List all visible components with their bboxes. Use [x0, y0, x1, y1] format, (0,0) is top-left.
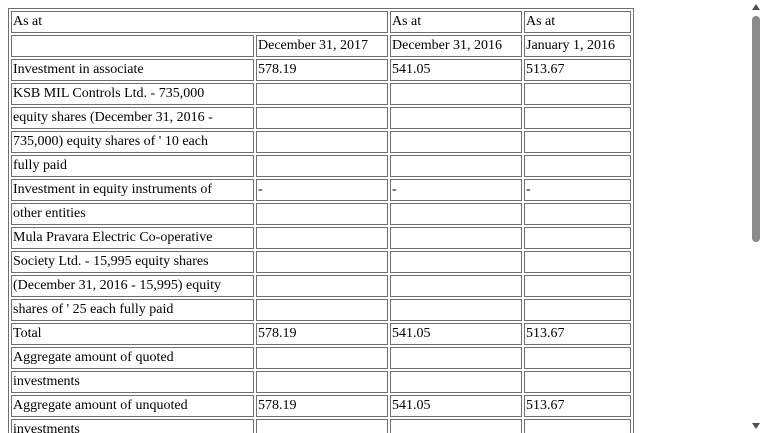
table-cell: Aggregate amount of unquoted: [11, 395, 254, 417]
table-cell: (December 31, 2016 - 15,995) equity: [11, 275, 254, 297]
table-cell: 513.67: [524, 395, 631, 417]
table-cell: [524, 83, 631, 105]
table-cell: Society Ltd. - 15,995 equity shares: [11, 251, 254, 273]
table-cell: 735,000) equity shares of ' 10 each: [11, 131, 254, 153]
table-cell: -: [390, 179, 522, 201]
document-viewport: As at As at As at December 31, 2017 Dece…: [8, 8, 634, 433]
table-cell: [256, 299, 388, 321]
table-cell: -: [524, 179, 631, 201]
table-cell: 513.67: [524, 323, 631, 345]
table-cell: [390, 227, 522, 249]
table-cell: [390, 371, 522, 393]
table-cell: [390, 155, 522, 177]
table-cell: [256, 419, 388, 433]
table-row: investments: [11, 419, 631, 433]
header-cell: As at: [390, 11, 522, 33]
table-cell: 513.67: [524, 59, 631, 81]
header-row: As at As at As at: [11, 11, 631, 33]
table-cell: [256, 227, 388, 249]
subheader-row: December 31, 2017 December 31, 2016 Janu…: [11, 35, 631, 57]
table-cell: -: [256, 179, 388, 201]
table-cell: [524, 299, 631, 321]
table-cell: investments: [11, 371, 254, 393]
table-cell: [524, 419, 631, 433]
table-cell: 578.19: [256, 323, 388, 345]
table-cell: [524, 131, 631, 153]
table-cell: Investment in associate: [11, 59, 254, 81]
table-cell: Aggregate amount of quoted: [11, 347, 254, 369]
table-cell: 541.05: [390, 395, 522, 417]
table-cell: [390, 419, 522, 433]
table-cell: equity shares (December 31, 2016 -: [11, 107, 254, 129]
subheader-cell: January 1, 2016: [524, 35, 631, 57]
table-cell: [524, 107, 631, 129]
table-row: Aggregate amount of quoted: [11, 347, 631, 369]
table-cell: [390, 203, 522, 225]
table-row: Total 578.19 541.05 513.67: [11, 323, 631, 345]
table-cell: [390, 83, 522, 105]
table-cell: 541.05: [390, 323, 522, 345]
table-cell: [390, 131, 522, 153]
table-row: Investment in equity instruments of - - …: [11, 179, 631, 201]
table-row: Aggregate amount of unquoted 578.19 541.…: [11, 395, 631, 417]
subheader-cell: December 31, 2017: [256, 35, 388, 57]
table-cell: [524, 371, 631, 393]
table-row: investments: [11, 371, 631, 393]
subheader-cell: December 31, 2016: [390, 35, 522, 57]
table-cell: [524, 155, 631, 177]
table-cell: [256, 347, 388, 369]
subheader-cell: [11, 35, 254, 57]
table-cell: [390, 251, 522, 273]
table-cell: [524, 227, 631, 249]
table-cell: fully paid: [11, 155, 254, 177]
table-cell: [256, 275, 388, 297]
table-row: shares of ' 25 each fully paid: [11, 299, 631, 321]
table-cell: [524, 251, 631, 273]
table-cell: [256, 107, 388, 129]
table-cell: Total: [11, 323, 254, 345]
table-cell: investments: [11, 419, 254, 433]
scroll-up-arrow-icon[interactable]: [752, 4, 760, 10]
table-row: Investment in associate 578.19 541.05 51…: [11, 59, 631, 81]
table-cell: [524, 275, 631, 297]
scroll-down-arrow-icon[interactable]: [752, 423, 760, 429]
table-cell: [390, 107, 522, 129]
table-row: KSB MIL Controls Ltd. - 735,000: [11, 83, 631, 105]
table-row: (December 31, 2016 - 15,995) equity: [11, 275, 631, 297]
table-cell: [256, 203, 388, 225]
table-cell: [390, 275, 522, 297]
table-cell: 541.05: [390, 59, 522, 81]
table-cell: [256, 155, 388, 177]
table-row: equity shares (December 31, 2016 -: [11, 107, 631, 129]
header-cell: As at: [11, 11, 388, 33]
table-cell: [390, 347, 522, 369]
table-row: Mula Pravara Electric Co-operative: [11, 227, 631, 249]
table-cell: [256, 371, 388, 393]
table-cell: 578.19: [256, 59, 388, 81]
header-cell: As at: [524, 11, 631, 33]
scroll-thumb[interactable]: [752, 16, 760, 242]
table-cell: [390, 299, 522, 321]
table-row: other entities: [11, 203, 631, 225]
table-row: fully paid: [11, 155, 631, 177]
table-cell: [256, 131, 388, 153]
table-cell: shares of ' 25 each fully paid: [11, 299, 254, 321]
financial-table: As at As at As at December 31, 2017 Dece…: [8, 8, 634, 433]
table-cell: Investment in equity instruments of: [11, 179, 254, 201]
table-cell: [524, 203, 631, 225]
table-cell: other entities: [11, 203, 254, 225]
vertical-scrollbar[interactable]: [748, 0, 764, 433]
table-cell: KSB MIL Controls Ltd. - 735,000: [11, 83, 254, 105]
table-cell: Mula Pravara Electric Co-operative: [11, 227, 254, 249]
table-cell: [256, 251, 388, 273]
table-row: Society Ltd. - 15,995 equity shares: [11, 251, 631, 273]
table-cell: [256, 83, 388, 105]
table-cell: [524, 347, 631, 369]
table-cell: 578.19: [256, 395, 388, 417]
table-row: 735,000) equity shares of ' 10 each: [11, 131, 631, 153]
